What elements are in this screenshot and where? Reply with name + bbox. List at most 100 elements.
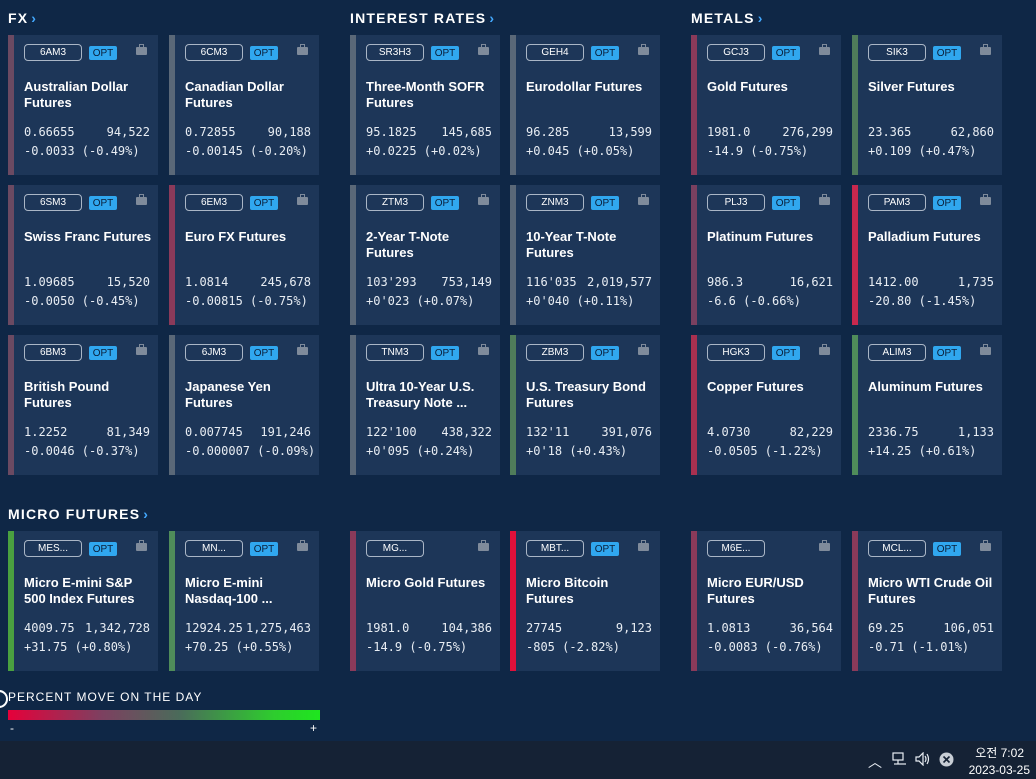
briefcase-icon[interactable] xyxy=(297,44,308,55)
options-badge[interactable]: OPT xyxy=(933,196,961,210)
options-badge[interactable]: OPT xyxy=(772,46,800,60)
symbol-button[interactable]: MG... xyxy=(366,540,424,557)
futures-card[interactable]: MBT... OPT Micro Bitcoin Futures 27745 9,123… xyxy=(510,531,660,671)
symbol-button[interactable]: ZBM3 xyxy=(526,344,584,361)
briefcase-icon[interactable] xyxy=(478,540,489,551)
options-badge[interactable]: OPT xyxy=(89,346,117,360)
symbol-button[interactable]: 6JM3 xyxy=(185,344,243,361)
futures-card[interactable]: TNM3 OPT Ultra 10-Year U.S. Treasury Note … xyxy=(350,335,500,475)
futures-card[interactable]: 6EM3 OPT Euro FX Futures 1.0814 245,678 -0.00… xyxy=(169,185,319,325)
briefcase-icon[interactable] xyxy=(819,540,830,551)
options-badge[interactable]: OPT xyxy=(89,46,117,60)
briefcase-icon[interactable] xyxy=(297,194,308,205)
options-badge[interactable]: OPT xyxy=(591,346,619,360)
options-badge[interactable]: OPT xyxy=(933,346,961,360)
futures-card[interactable]: 6AM3 OPT Australian Dollar Futures 0.66655 9… xyxy=(8,35,158,175)
futures-card[interactable]: HGK3 OPT Copper Futures 4.0730 82,229 -0.0505… xyxy=(691,335,841,475)
options-badge[interactable]: OPT xyxy=(591,196,619,210)
options-badge[interactable]: OPT xyxy=(250,196,278,210)
symbol-button[interactable]: PAM3 xyxy=(868,194,926,211)
symbol-button[interactable]: 6AM3 xyxy=(24,44,82,61)
close-circle-icon[interactable] xyxy=(939,752,954,770)
symbol-button[interactable]: MN... xyxy=(185,540,243,557)
symbol-button[interactable]: PLJ3 xyxy=(707,194,765,211)
section-fx[interactable]: FX › xyxy=(8,10,38,26)
futures-card[interactable]: GEH4 OPT Eurodollar Futures 96.285 13,599 +0.… xyxy=(510,35,660,175)
symbol-button[interactable]: 6SM3 xyxy=(24,194,82,211)
options-badge[interactable]: OPT xyxy=(431,346,459,360)
symbol-button[interactable]: SIK3 xyxy=(868,44,926,61)
briefcase-icon[interactable] xyxy=(980,344,991,355)
futures-card[interactable]: 6CM3 OPT Canadian Dollar Futures 0.72855 90,… xyxy=(169,35,319,175)
futures-card[interactable]: MES... OPT Micro E-mini S&P 500 Index Futu… xyxy=(8,531,158,671)
options-badge[interactable]: OPT xyxy=(250,346,278,360)
briefcase-icon[interactable] xyxy=(638,344,649,355)
options-badge[interactable]: OPT xyxy=(933,46,961,60)
symbol-button[interactable]: TNM3 xyxy=(366,344,424,361)
symbol-button[interactable]: 6BM3 xyxy=(24,344,82,361)
futures-card[interactable]: ZBM3 OPT U.S. Treasury Bond Futures 132'11 3… xyxy=(510,335,660,475)
options-badge[interactable]: OPT xyxy=(89,196,117,210)
briefcase-icon[interactable] xyxy=(980,540,991,551)
options-badge[interactable]: OPT xyxy=(250,542,278,556)
briefcase-icon[interactable] xyxy=(478,44,489,55)
briefcase-icon[interactable] xyxy=(638,44,649,55)
symbol-button[interactable]: GCJ3 xyxy=(707,44,765,61)
futures-card[interactable]: M6E... Micro EUR/USD Futures 1.0813 36,564 -… xyxy=(691,531,841,671)
clock-date[interactable]: 2023-03-25 xyxy=(968,763,1030,777)
options-badge[interactable]: OPT xyxy=(772,196,800,210)
futures-card[interactable]: ALIM3 OPT Aluminum Futures 2336.75 1,133 +14.… xyxy=(852,335,1002,475)
symbol-button[interactable]: GEH4 xyxy=(526,44,584,61)
futures-card[interactable]: SIK3 OPT Silver Futures 23.365 62,860 +0.109 … xyxy=(852,35,1002,175)
briefcase-icon[interactable] xyxy=(819,44,830,55)
symbol-button[interactable]: ALIM3 xyxy=(868,344,926,361)
symbol-button[interactable]: ZTM3 xyxy=(366,194,424,211)
briefcase-icon[interactable] xyxy=(136,44,147,55)
options-badge[interactable]: OPT xyxy=(933,542,961,556)
options-badge[interactable]: OPT xyxy=(250,46,278,60)
volume-icon[interactable] xyxy=(915,751,931,769)
symbol-button[interactable]: MCL... xyxy=(868,540,926,557)
section-micro-futures[interactable]: MICRO FUTURES › xyxy=(8,506,150,522)
futures-card[interactable]: ZNM3 OPT 10-Year T-Note Futures 116'035 2,01… xyxy=(510,185,660,325)
briefcase-icon[interactable] xyxy=(478,194,489,205)
options-badge[interactable]: OPT xyxy=(431,196,459,210)
options-badge[interactable]: OPT xyxy=(89,542,117,556)
futures-card[interactable]: SR3H3 OPT Three-Month SOFR Futures 95.1825 1… xyxy=(350,35,500,175)
futures-card[interactable]: MCL... OPT Micro WTI Crude Oil Futures 69.2… xyxy=(852,531,1002,671)
options-badge[interactable]: OPT xyxy=(591,542,619,556)
futures-card[interactable]: 6SM3 OPT Swiss Franc Futures 1.09685 15,520 -… xyxy=(8,185,158,325)
options-badge[interactable]: OPT xyxy=(591,46,619,60)
briefcase-icon[interactable] xyxy=(136,344,147,355)
symbol-button[interactable]: 6CM3 xyxy=(185,44,243,61)
symbol-button[interactable]: MBT... xyxy=(526,540,584,557)
briefcase-icon[interactable] xyxy=(297,344,308,355)
briefcase-icon[interactable] xyxy=(980,194,991,205)
briefcase-icon[interactable] xyxy=(297,540,308,551)
clock-time[interactable]: 오전 7:02 xyxy=(975,746,1024,760)
options-badge[interactable]: OPT xyxy=(772,346,800,360)
futures-card[interactable]: ZTM3 OPT 2-Year T-Note Futures 103'293 753,1… xyxy=(350,185,500,325)
futures-card[interactable]: 6JM3 OPT Japanese Yen Futures 0.007745 191,2… xyxy=(169,335,319,475)
briefcase-icon[interactable] xyxy=(136,194,147,205)
symbol-button[interactable]: SR3H3 xyxy=(366,44,424,61)
futures-card[interactable]: PLJ3 OPT Platinum Futures 986.3 16,621 -6.6 (… xyxy=(691,185,841,325)
briefcase-icon[interactable] xyxy=(638,194,649,205)
futures-card[interactable]: 6BM3 OPT British Pound Futures 1.2252 81,349… xyxy=(8,335,158,475)
futures-card[interactable]: PAM3 OPT Palladium Futures 1412.00 1,735 -20.… xyxy=(852,185,1002,325)
show-hidden-icons-button[interactable]: ︿ xyxy=(868,754,882,770)
briefcase-icon[interactable] xyxy=(980,44,991,55)
network-icon[interactable] xyxy=(892,752,908,769)
symbol-button[interactable]: MES... xyxy=(24,540,82,557)
futures-card[interactable]: MN... OPT Micro E-mini Nasdaq-100 ... 12924… xyxy=(169,531,319,671)
section-interest-rates[interactable]: INTEREST RATES › xyxy=(350,10,496,26)
futures-card[interactable]: GCJ3 OPT Gold Futures 1981.0 276,299 -14.9 (-… xyxy=(691,35,841,175)
futures-card[interactable]: MG... Micro Gold Futures 1981.0 104,386 -14.… xyxy=(350,531,500,671)
section-metals[interactable]: METALS › xyxy=(691,10,764,26)
briefcase-icon[interactable] xyxy=(478,344,489,355)
briefcase-icon[interactable] xyxy=(638,540,649,551)
symbol-button[interactable]: HGK3 xyxy=(707,344,765,361)
symbol-button[interactable]: ZNM3 xyxy=(526,194,584,211)
briefcase-icon[interactable] xyxy=(136,540,147,551)
briefcase-icon[interactable] xyxy=(819,194,830,205)
